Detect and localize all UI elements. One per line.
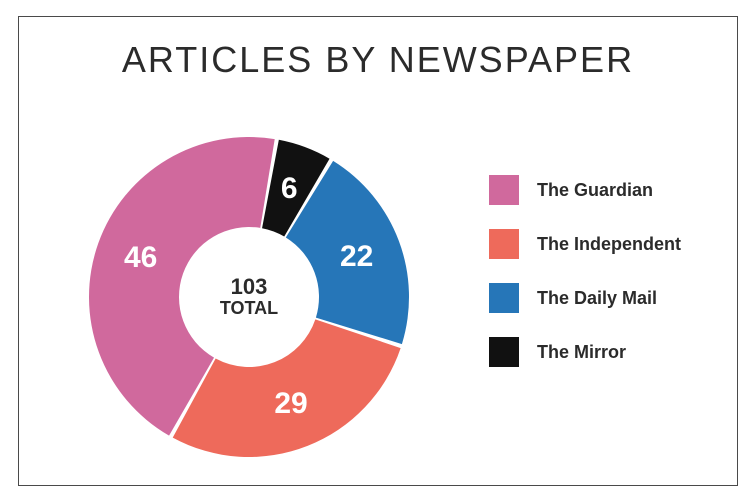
legend: The Guardian The Independent The Daily Mai… <box>489 175 719 391</box>
legend-swatch <box>489 337 519 367</box>
donut-slice-value: 22 <box>340 242 373 272</box>
legend-swatch <box>489 283 519 313</box>
legend-label: The Independent <box>537 234 681 255</box>
donut-slice-value: 6 <box>281 174 298 204</box>
legend-item: The Daily Mail <box>489 283 719 313</box>
legend-label: The Mirror <box>537 342 626 363</box>
donut-slice-value: 29 <box>274 389 307 419</box>
donut-center-label: 103 TOTAL <box>220 275 278 319</box>
chart-title: ARTICLES BY NEWSPAPER <box>19 39 737 81</box>
legend-item: The Independent <box>489 229 719 259</box>
legend-item: The Guardian <box>489 175 719 205</box>
legend-swatch <box>489 175 519 205</box>
donut-center-total-number: 103 <box>220 275 278 299</box>
chart-frame: ARTICLES BY NEWSPAPER 103 TOTAL 6222946 … <box>18 16 738 486</box>
legend-label: The Guardian <box>537 180 653 201</box>
legend-swatch <box>489 229 519 259</box>
legend-item: The Mirror <box>489 337 719 367</box>
donut-slice-value: 46 <box>124 243 157 273</box>
donut-center-total-word: TOTAL <box>220 299 278 319</box>
legend-label: The Daily Mail <box>537 288 657 309</box>
donut-chart: 103 TOTAL 6 22 29 46 <box>79 127 419 467</box>
